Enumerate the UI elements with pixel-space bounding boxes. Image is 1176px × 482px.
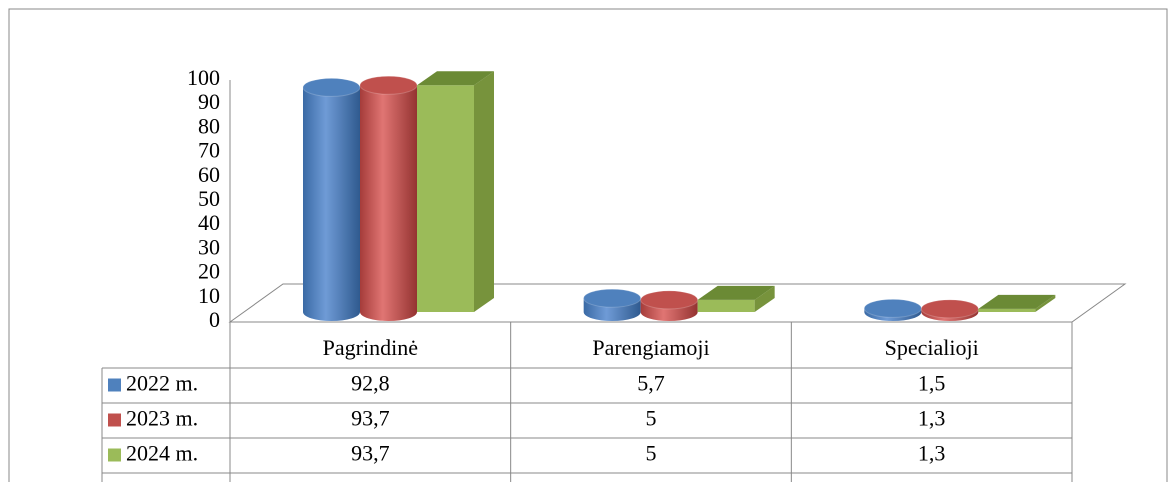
legend-label: 2023 m. xyxy=(126,406,198,431)
y-tick-label: 60 xyxy=(198,162,220,187)
x-tick-label: Specialioji xyxy=(885,335,979,360)
y-tick-label: 20 xyxy=(198,259,220,284)
bar xyxy=(417,71,494,312)
y-tick-label: 40 xyxy=(198,210,220,235)
legend-key xyxy=(108,378,121,392)
chart-border xyxy=(8,8,1168,482)
bar xyxy=(640,290,699,321)
bar xyxy=(863,298,922,321)
y-tick-label: 0 xyxy=(209,307,220,332)
table-value: 92,8 xyxy=(351,371,390,396)
table-value: 1,5 xyxy=(918,371,946,396)
y-tick-label: 80 xyxy=(198,113,220,138)
table-value: 5,7 xyxy=(637,371,665,396)
y-tick-label: 50 xyxy=(198,186,220,211)
bar xyxy=(920,299,979,321)
x-tick-label: Parengiamoji xyxy=(592,335,709,360)
bar xyxy=(302,77,361,321)
table-value: 93,7 xyxy=(351,406,390,431)
table-value: 5 xyxy=(646,441,657,466)
table-value: 1,3 xyxy=(918,441,946,466)
table-value: 93,7 xyxy=(351,441,390,466)
bar xyxy=(359,75,418,321)
bar xyxy=(697,285,775,312)
y-tick-label: 100 xyxy=(187,65,220,90)
bar xyxy=(583,288,642,321)
legend-key xyxy=(108,413,121,427)
y-tick-label: 30 xyxy=(198,234,220,259)
table-value: 1,3 xyxy=(918,406,946,431)
y-tick-label: 70 xyxy=(198,138,220,163)
x-tick-label: Pagrindinė xyxy=(323,335,418,360)
bar xyxy=(978,294,1056,312)
y-tick-label: 90 xyxy=(198,89,220,114)
legend-label: 2024 m. xyxy=(126,441,198,466)
y-tick-label: 10 xyxy=(198,283,220,308)
table-value: 5 xyxy=(646,406,657,431)
legend-key xyxy=(108,448,121,462)
legend-label: 2022 m. xyxy=(126,371,198,396)
